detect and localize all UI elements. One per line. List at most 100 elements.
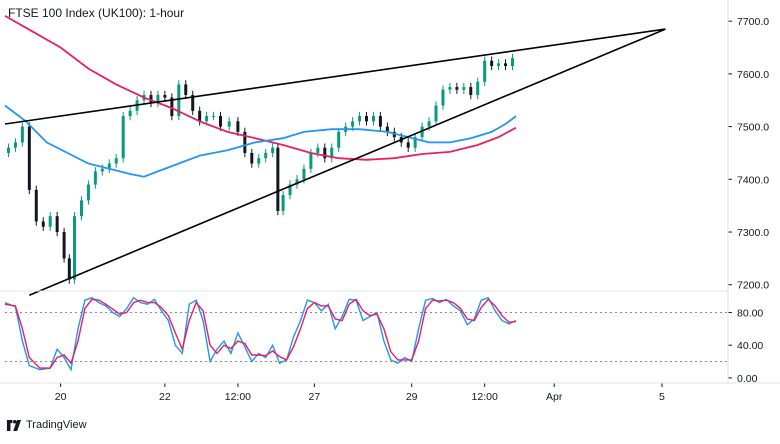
candle-body — [73, 216, 77, 280]
candle-body — [371, 116, 375, 122]
time-tick-label: 22 — [159, 391, 171, 403]
candle-body — [27, 126, 31, 190]
candle-body — [205, 116, 209, 122]
candle-body — [67, 258, 71, 280]
candle-body — [358, 116, 362, 122]
candle-body — [93, 171, 97, 185]
candle-body — [448, 87, 452, 90]
trendline-upper — [4, 28, 666, 125]
candle-body — [504, 63, 508, 66]
time-tick-label: 20 — [55, 391, 67, 403]
candle-body — [250, 152, 254, 164]
price-tick-label: 7700.0 — [737, 16, 769, 28]
candle-body — [483, 60, 487, 82]
time-x-axis: 20 22 12:00 27 29 12:00 Apr 5 — [55, 383, 665, 403]
candle-body — [309, 152, 313, 169]
candle-body — [121, 116, 125, 159]
candle-body — [462, 87, 466, 90]
time-tick-label: 29 — [406, 391, 418, 403]
candle-body — [163, 94, 167, 98]
candle-body — [385, 126, 389, 132]
candle-body — [177, 84, 181, 117]
candle-body — [271, 147, 275, 153]
candle-body — [149, 94, 153, 103]
candle-body — [365, 116, 368, 122]
time-tick-label: 5 — [659, 391, 665, 403]
tradingview-logo-icon — [6, 419, 22, 431]
time-tick-label: 27 — [309, 391, 321, 403]
brand-label: TradingView — [26, 419, 87, 431]
price-pane — [4, 15, 666, 297]
candle-body — [6, 147, 10, 153]
candle-body — [510, 58, 514, 66]
candle-body — [13, 142, 17, 148]
candle-body — [257, 158, 261, 164]
candle-body — [281, 195, 285, 211]
time-tick-label: Apr — [546, 391, 563, 403]
candle-body — [323, 147, 327, 159]
price-tick-label: 7300.0 — [737, 227, 769, 239]
stochastic-y-axis: 80.00 40.00 0.00 — [728, 307, 763, 385]
candle-body — [378, 116, 382, 127]
candle-body — [455, 87, 459, 90]
price-tick-label: 7600.0 — [737, 69, 769, 81]
candle-body — [212, 116, 216, 118]
candle-body — [427, 121, 431, 127]
price-y-axis: 7700.0 7600.0 7500.0 7400.0 7300.0 7200.0 — [728, 16, 769, 292]
tradingview-brand[interactable]: TradingView — [6, 417, 87, 433]
price-tick-label: 7200.0 — [737, 280, 769, 292]
candle-body — [316, 147, 320, 153]
candle-body — [490, 60, 494, 66]
candle-body — [100, 168, 104, 172]
candle-body — [434, 105, 438, 122]
candle-body — [62, 232, 66, 259]
candle-body — [302, 168, 306, 180]
candle-body — [351, 121, 355, 127]
candle-body — [497, 63, 501, 66]
candle-body — [198, 110, 202, 122]
candle-body — [295, 179, 299, 185]
candle-body — [156, 94, 160, 103]
chart-title: FTSE 100 Index (UK100): 1-hour — [8, 6, 185, 20]
candle-body — [469, 87, 473, 95]
candle-body — [55, 216, 59, 233]
time-tick-label: 12:00 — [225, 391, 251, 403]
trendline-lower — [28, 28, 666, 297]
candle-body — [441, 89, 445, 106]
candle-body — [337, 131, 341, 148]
candle-body — [128, 110, 132, 117]
candle-body — [114, 158, 118, 164]
candle-body — [20, 126, 24, 143]
candle-body — [79, 200, 83, 217]
candle-body — [170, 97, 174, 117]
candle-body — [236, 121, 240, 132]
stochastic-pane — [4, 296, 728, 372]
candle-body — [330, 147, 334, 159]
candle-body — [48, 216, 52, 227]
candle-body — [413, 137, 417, 148]
ma-slow-line — [4, 15, 517, 161]
candle-body — [191, 94, 195, 111]
candle-body — [107, 163, 111, 169]
stoch-tick-label: 80.00 — [737, 307, 763, 319]
candle-body — [41, 221, 45, 227]
stoch-d-line — [4, 298, 517, 369]
candle-body — [243, 131, 247, 153]
ma-fast-line — [4, 104, 517, 178]
stoch-tick-label: 0.00 — [737, 373, 758, 385]
price-tick-label: 7500.0 — [737, 122, 769, 134]
candle-body — [86, 184, 90, 201]
candle-body — [219, 116, 223, 127]
stoch-tick-label: 40.00 — [737, 340, 763, 352]
candle-body — [406, 142, 410, 148]
price-tick-label: 7400.0 — [737, 174, 769, 186]
candle-body — [276, 147, 280, 211]
candle-body — [420, 126, 424, 138]
candle-body — [34, 189, 38, 222]
time-tick-label: 12:00 — [472, 391, 498, 403]
candle-body — [476, 81, 480, 95]
candle-body — [264, 152, 268, 159]
